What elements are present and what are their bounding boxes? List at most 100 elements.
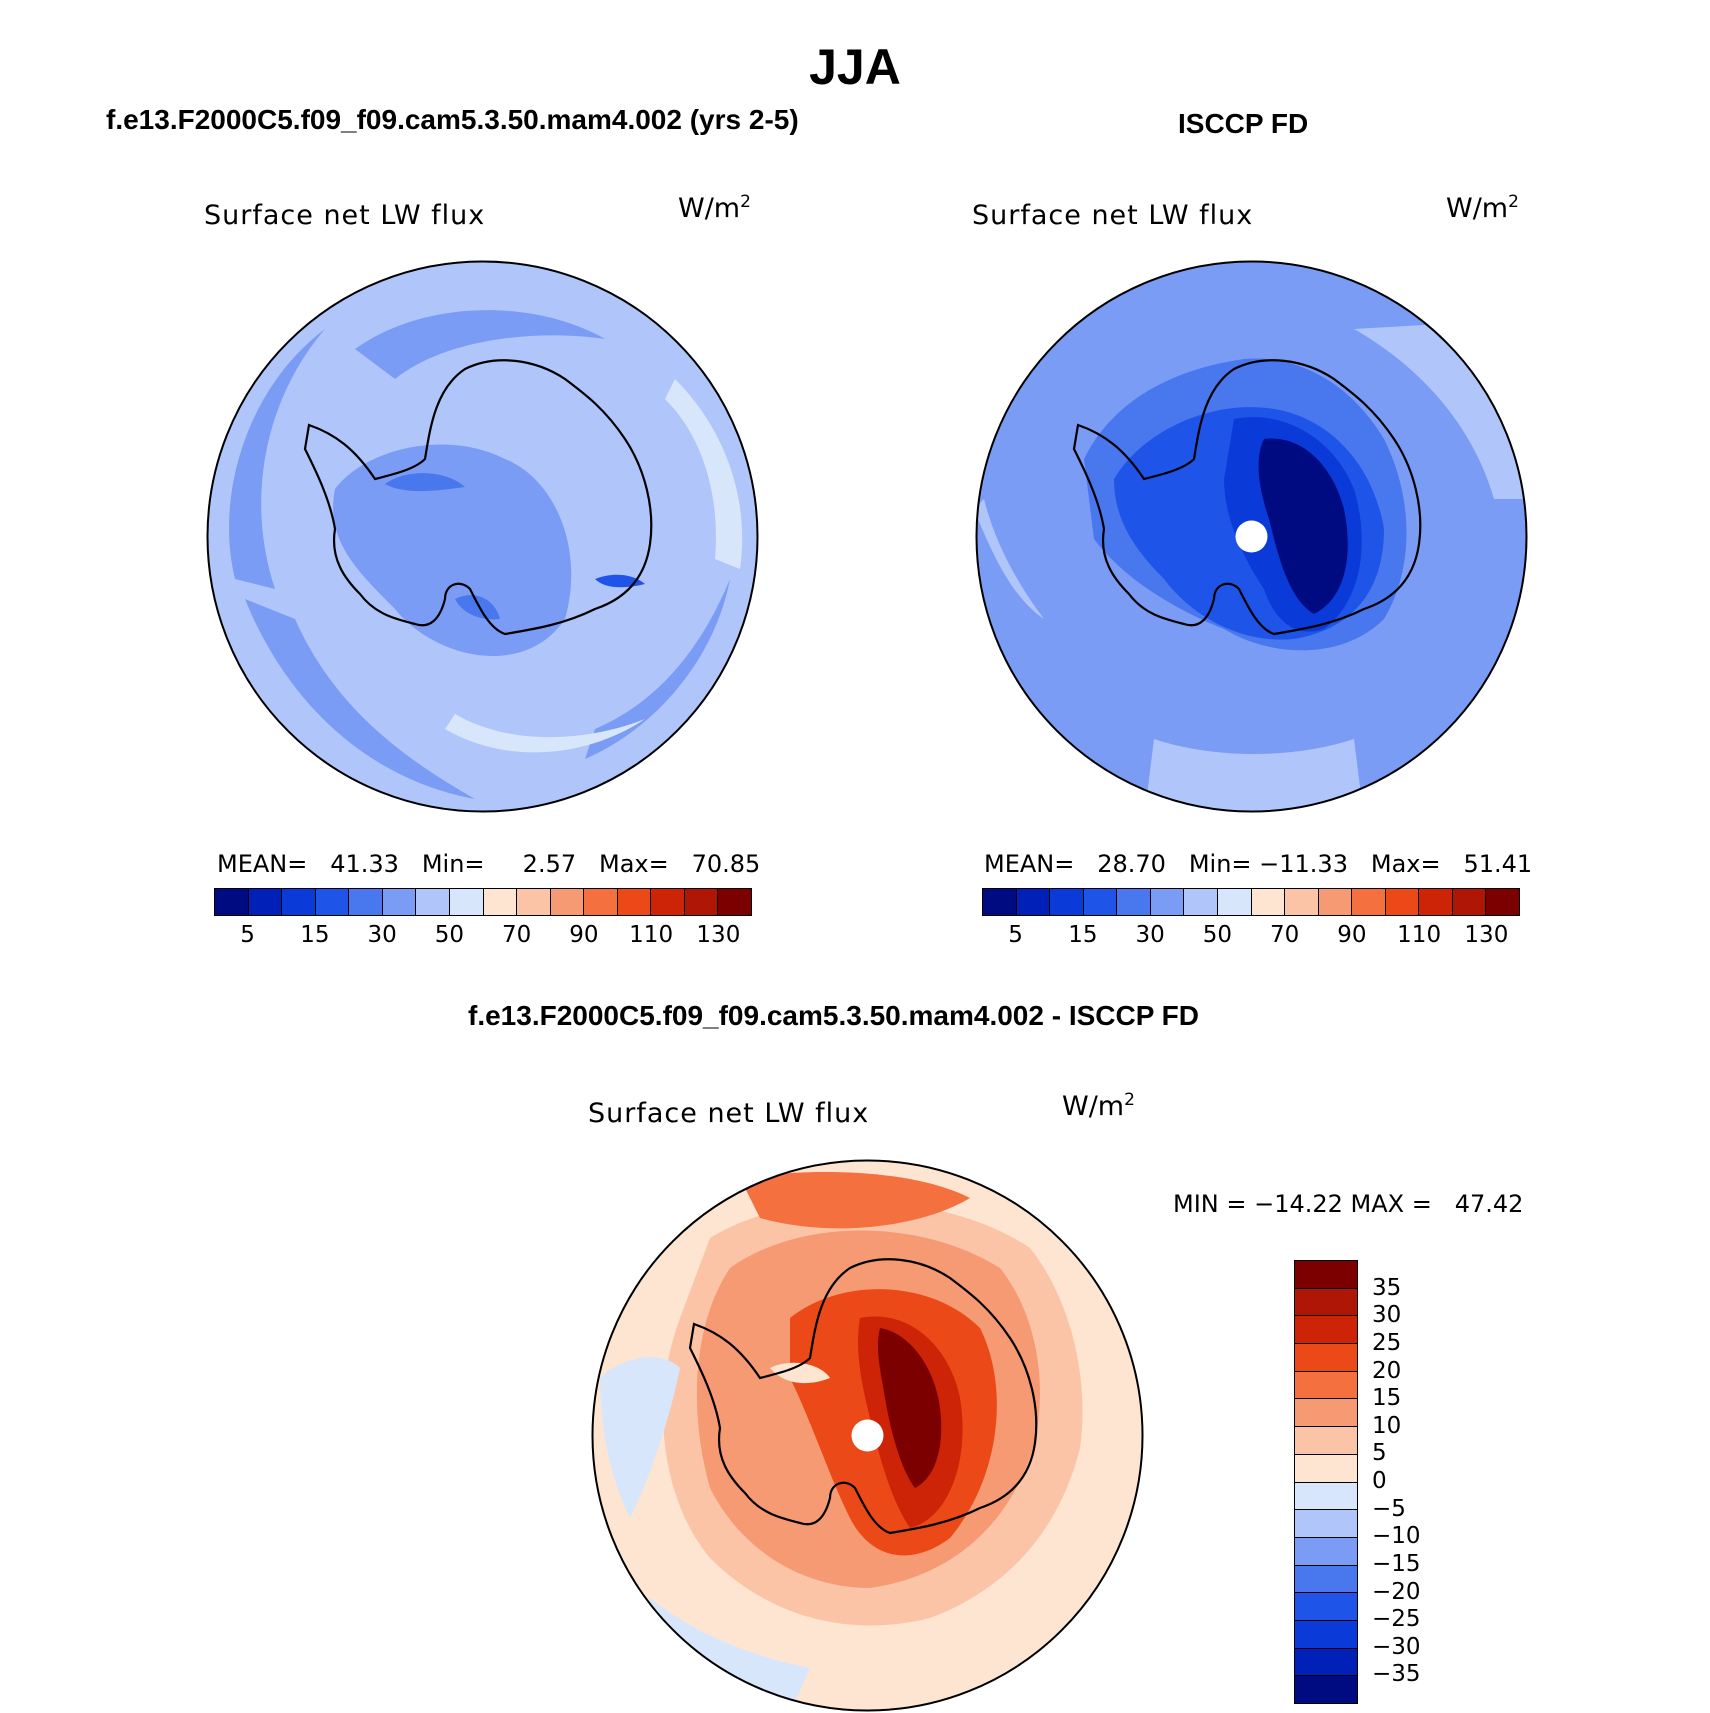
map-region (333, 444, 572, 657)
model-stats: MEAN= 41.33 Min= 2.57 Max= 70.85 (217, 850, 761, 878)
colorbar-swatch (1318, 889, 1353, 915)
colorbar-swatch (1117, 889, 1151, 915)
colorbar-tick-label: 90 (1337, 922, 1367, 948)
colorbar-swatch (1150, 889, 1185, 915)
map-region (665, 379, 743, 569)
antarctica-coastline (303, 359, 653, 636)
colorbar-tick-label: 130 (1464, 922, 1509, 948)
colorbar-swatch (315, 889, 350, 915)
diff-stats: MIN = −14.22 MAX = 47.42 (1173, 1190, 1524, 1218)
colorbar-tick-label: 110 (629, 922, 674, 948)
colorbar-tick-label: 30 (1372, 1302, 1402, 1329)
figure-title: JJA (809, 39, 901, 95)
colorbar-swatch (1295, 1454, 1357, 1483)
colorbar-tick-label: 5 (1008, 922, 1023, 948)
antarctica-coastline (688, 1258, 1038, 1535)
colorbar-swatch (1295, 1344, 1357, 1372)
colorbar-swatch (550, 889, 585, 915)
colorbar-swatch (1486, 889, 1519, 915)
colorbar-swatch (1285, 889, 1319, 915)
colorbar-tick-label: 110 (1397, 922, 1442, 948)
obs-colorbar: 5 15 30 50 70 90 110 130 (982, 888, 1520, 952)
colorbar-swatch (1295, 1537, 1357, 1566)
antarctica-coastline (1072, 359, 1422, 636)
colorbar-tick-label: 35 (1372, 1274, 1402, 1301)
colorbar-swatches (214, 888, 752, 916)
colorbar-swatch (1295, 1261, 1357, 1289)
colorbar-tick-label: 0 (1372, 1468, 1387, 1494)
colorbar-swatches (1294, 1260, 1358, 1704)
map-region (245, 599, 475, 799)
colorbar-swatch (617, 889, 652, 915)
colorbar-tick-label: −5 (1372, 1495, 1406, 1522)
map-region (355, 310, 605, 379)
map-border (975, 260, 1528, 813)
colorbar-swatch (1016, 889, 1051, 915)
colorbar-swatch (1352, 889, 1386, 915)
map-region (877, 1328, 942, 1488)
diff-units-label: W/m2 (1062, 1090, 1135, 1122)
map-region (600, 1357, 680, 1518)
colorbar-tick-label: −20 (1372, 1578, 1421, 1605)
map-region (445, 714, 645, 753)
colorbar-swatch (282, 889, 316, 915)
colorbar-swatch (416, 889, 450, 915)
diff-colorbar (1294, 1260, 1358, 1704)
colorbar-tick-label: 70 (1269, 922, 1300, 948)
colorbar-swatch (1295, 1620, 1357, 1649)
model-field-label: Surface net LW flux (204, 200, 486, 231)
colorbar-tick-label: 50 (1202, 922, 1233, 948)
colorbar-tick-label: −35 (1372, 1661, 1421, 1688)
colorbar-swatch (1295, 1399, 1357, 1428)
colorbar-swatch (1295, 1593, 1357, 1621)
colorbar-swatch (1050, 889, 1084, 915)
map-region (1144, 739, 1364, 812)
pole-hole (1235, 520, 1268, 553)
map-region (770, 1362, 830, 1384)
colorbar-tick-label: −15 (1372, 1550, 1421, 1577)
colorbar-tick-label: 70 (501, 922, 532, 948)
colorbar-swatch (1295, 1288, 1357, 1317)
pole-hole (851, 1419, 884, 1452)
colorbar-tick-label: −10 (1372, 1523, 1421, 1550)
colorbar-labels: 5 15 30 50 70 90 110 130 (214, 922, 752, 952)
model-units-label: W/m2 (678, 192, 751, 224)
colorbar-tick-label: 15 (1372, 1385, 1402, 1412)
colorbar-tick-label: −25 (1372, 1606, 1421, 1633)
diff-panel-title: f.e13.F2000C5.f09_f09.cam5.3.50.mam4.002… (468, 1000, 1200, 1031)
colorbar-tick-label: 5 (1372, 1440, 1387, 1467)
map-region (229, 329, 325, 589)
colorbar-tick-label: 90 (569, 922, 599, 948)
obs-panel-title: ISCCP FD (1178, 108, 1309, 139)
colorbar-swatch (517, 889, 551, 915)
colorbar-swatch (983, 889, 1017, 915)
colorbar-tick-label: 25 (1372, 1329, 1402, 1356)
colorbar-tick-label: 5 (240, 922, 255, 948)
colorbar-swatch (1295, 1648, 1357, 1677)
model-colorbar: 5 15 30 50 70 90 110 130 (214, 888, 752, 952)
colorbar-swatch (1419, 889, 1453, 915)
model-panel-title: f.e13.F2000C5.f09_f09.cam5.3.50.mam4.002… (106, 104, 799, 135)
colorbar-tick-label: −30 (1372, 1633, 1421, 1660)
colorbar-tick-label: 15 (300, 922, 330, 948)
colorbar-swatch (248, 889, 283, 915)
colorbar-swatch (449, 889, 484, 915)
colorbar-swatch (1251, 889, 1286, 915)
colorbar-swatch (349, 889, 383, 915)
colorbar-swatch (718, 889, 751, 915)
colorbar-tick-label: 10 (1372, 1412, 1402, 1439)
diff-field-label: Surface net LW flux (588, 1098, 870, 1129)
colorbar-swatch (1295, 1565, 1357, 1594)
colorbar-swatch (1295, 1510, 1357, 1538)
colorbar-swatch (1083, 889, 1118, 915)
map-border (206, 260, 759, 813)
map-region (385, 473, 465, 492)
colorbar-swatch (1385, 889, 1420, 915)
colorbar-swatch (584, 889, 618, 915)
model-polar-map (206, 260, 759, 813)
colorbar-swatch (1295, 1676, 1357, 1703)
colorbar-swatch (1452, 889, 1487, 915)
colorbar-tick-label: 130 (696, 922, 741, 948)
colorbar-swatch (1295, 1316, 1357, 1345)
colorbar-tick-label: 50 (434, 922, 465, 948)
